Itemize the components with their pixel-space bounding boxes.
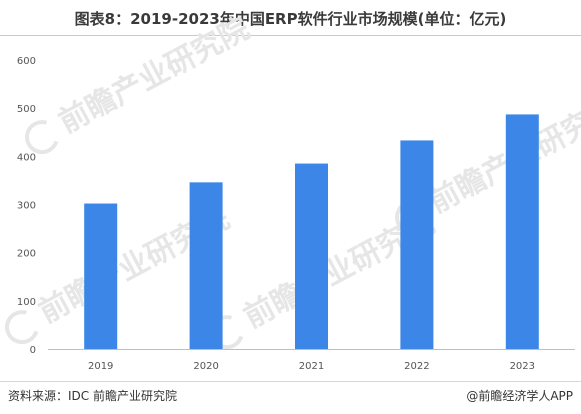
bar-2021 [295, 163, 328, 349]
bar-2020 [189, 182, 223, 349]
x-axis: 2019 2020 2021 2022 2023 [88, 361, 535, 372]
credit-note: @前瞻经济学人APP [466, 389, 573, 403]
y-tick-label: 100 [17, 297, 36, 308]
x-tick-label: 2022 [404, 361, 429, 372]
bar-series [84, 114, 539, 349]
chart-title: 图表8：2019-2023年中国ERP软件行业市场规模(单位：亿元) [74, 10, 507, 28]
y-tick-label: 400 [17, 152, 36, 163]
y-tick-label: 300 [17, 201, 36, 212]
y-axis: 0 100 200 300 400 500 600 [17, 56, 36, 356]
y-tick-label: 200 [17, 249, 36, 260]
y-tick-label: 500 [17, 104, 36, 115]
bar-2019 [84, 203, 118, 349]
x-tick-label: 2020 [193, 361, 218, 372]
title-divider [0, 35, 581, 36]
footer-divider [0, 381, 581, 382]
bar-2023 [505, 114, 539, 349]
bar-2022 [400, 140, 434, 349]
bar-chart: 0 100 200 300 400 500 600 2019 2020 2021 2022 2023 [17, 56, 575, 372]
y-tick-label: 600 [17, 56, 36, 67]
x-tick-label: 2021 [299, 361, 324, 372]
x-tick-label: 2023 [510, 361, 535, 372]
y-tick-label: 0 [30, 345, 36, 356]
x-tick-label: 2019 [88, 361, 113, 372]
source-note: 资料来源：IDC 前瞻产业研究院 [8, 389, 177, 403]
